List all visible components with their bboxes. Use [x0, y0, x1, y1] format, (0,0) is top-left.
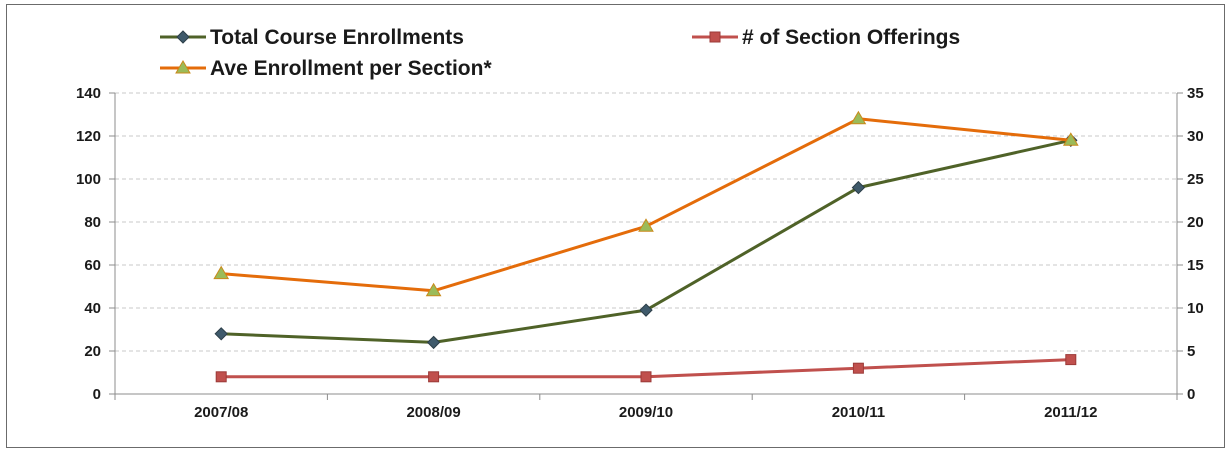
legend-label: Total Course Enrollments — [210, 26, 464, 49]
x-tick-label: 2010/11 — [832, 404, 885, 421]
left-y-tick-label: 0 — [93, 386, 101, 403]
data-point-diamond — [426, 335, 441, 350]
right-y-tick-label: 15 — [1187, 257, 1204, 274]
square-marker-icon — [709, 31, 721, 43]
x-tick-label: 2007/08 — [194, 404, 248, 421]
data-point-square — [852, 362, 864, 374]
right-y-tick-label: 25 — [1187, 171, 1204, 188]
diamond-marker-icon — [176, 30, 190, 44]
data-point-triangle — [850, 110, 867, 125]
legend-item-total-enrollments: Total Course Enrollments — [160, 26, 464, 49]
right-y-tick-label: 30 — [1187, 128, 1204, 145]
axes — [114, 93, 1178, 395]
data-point-triangle — [425, 282, 442, 297]
left-y-tick-label: 20 — [84, 343, 101, 360]
data-point-square — [640, 371, 652, 383]
data-point-triangle — [638, 218, 654, 232]
data-point-diamond — [639, 303, 653, 317]
right-y-tick-label: 10 — [1187, 300, 1204, 317]
legend-label: # of Section Offerings — [742, 26, 960, 49]
left-y-tick-label: 140 — [76, 85, 101, 102]
right-y-tick-label: 20 — [1187, 214, 1204, 231]
legend-item-section-offerings: # of Section Offerings — [692, 26, 960, 49]
x-tick-label: 2009/10 — [619, 404, 673, 421]
enrollment-line-chart: 0 20 40 60 80 100 120 140 0 5 10 15 20 25 30 35 2007/08 2… — [76, 26, 1204, 421]
series — [213, 110, 1079, 383]
left-y-tick-label: 120 — [76, 128, 101, 145]
left-y-tick-label: 100 — [76, 171, 101, 188]
triangle-marker-icon — [175, 60, 191, 74]
gridlines — [115, 92, 1177, 352]
legend-item-ave-enrollment: Ave Enrollment per Section* — [160, 57, 492, 80]
right-y-tick-label: 5 — [1187, 343, 1195, 360]
data-point-diamond — [214, 327, 228, 341]
legend: Total Course Enrollments # of Section Of… — [160, 26, 960, 80]
legend-label: Ave Enrollment per Section* — [210, 57, 492, 80]
data-point-triangle — [213, 265, 230, 280]
chart-frame: 0 20 40 60 80 100 120 140 0 5 10 15 20 25 30 35 2007/08 2… — [6, 4, 1225, 448]
x-tick-label: 2011/12 — [1044, 404, 1097, 421]
tick-labels: 0 20 40 60 80 100 120 140 0 5 10 15 20 25 30 35 2007/08 2… — [76, 85, 1204, 421]
data-point-square — [428, 371, 440, 383]
right-y-tick-label: 0 — [1187, 386, 1195, 403]
right-y-tick-label: 35 — [1187, 85, 1204, 102]
data-point-square — [215, 371, 227, 383]
x-tick-label: 2008/09 — [406, 404, 460, 421]
data-point-triangle — [1062, 132, 1079, 146]
data-point-diamond — [851, 180, 866, 195]
left-y-tick-label: 80 — [84, 214, 101, 231]
data-point-square — [1065, 354, 1077, 366]
left-y-tick-label: 40 — [84, 300, 101, 317]
left-y-tick-label: 60 — [84, 257, 101, 274]
